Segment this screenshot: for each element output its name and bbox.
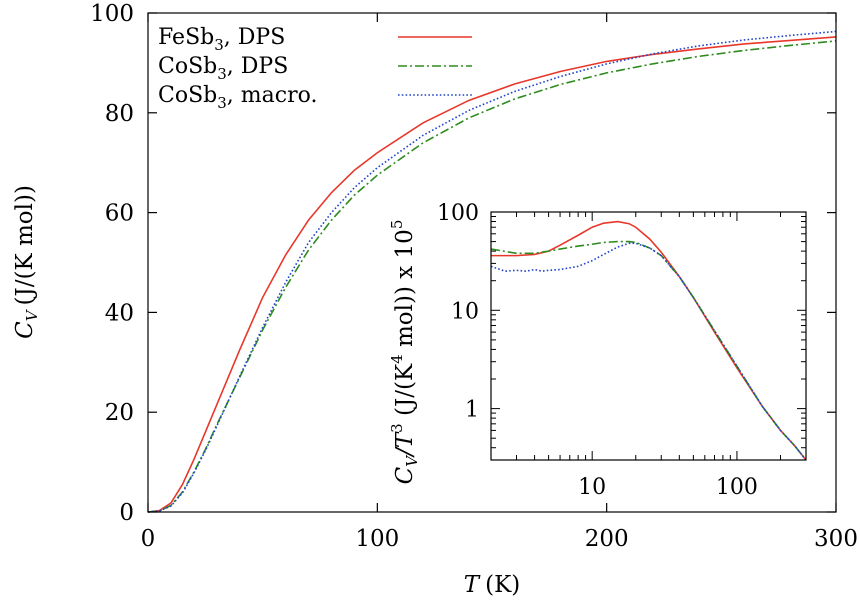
main-y-tick-label: 80 — [105, 101, 134, 127]
main-y-tick-label: 0 — [119, 500, 134, 526]
main-y-tick-label: 20 — [105, 400, 134, 426]
inset-x-tick-label: 10 — [578, 475, 606, 500]
inset-y-axis-label: CV/T3 (J/(K4 mol)) x 105 — [388, 220, 421, 485]
inset-y-tick-label: 1 — [465, 398, 479, 423]
inset-y-tick-label: 100 — [437, 201, 479, 226]
inset-series-group — [491, 220, 806, 460]
inset-y-tick-label: 10 — [451, 299, 479, 324]
main-series-line-2 — [147, 40, 837, 513]
inset-background — [491, 212, 806, 460]
legend-label-3: CoSb3, macro. — [158, 83, 317, 112]
main-x-tick-label: 300 — [814, 526, 858, 552]
main-y-tick-label: 40 — [105, 300, 134, 326]
main-y-axis-label: CV(J/(K mol)) — [12, 185, 41, 339]
main-series-line-1 — [147, 36, 837, 513]
main-x-tick-label: 100 — [355, 526, 399, 552]
main-plot-frame — [147, 12, 837, 513]
legend-label-1: FeSb3, DPS — [158, 25, 285, 54]
inset-plot: 10 100 1 10 100 CV/T3 (J/(K4 mol)) x 105 — [388, 201, 807, 500]
legend-label-2: CoSb3, DPS — [158, 54, 288, 83]
main-y-tick-label: 100 — [90, 1, 134, 27]
main-x-tick-label: 0 — [141, 526, 156, 552]
main-y-tick-label: 60 — [105, 201, 134, 227]
inset-plot-frame — [490, 211, 807, 461]
main-x-tick-label: 200 — [585, 526, 629, 552]
main-plot: 0 100 200 300 0 20 40 60 80 100 T (K) CV(J/(K mol)) F… — [12, 1, 858, 598]
inset-x-tick-label: 100 — [716, 475, 758, 500]
main-x-axis-label: T (K) — [464, 572, 520, 598]
inset-series-line-3 — [491, 242, 806, 460]
main-series-line-3 — [147, 30, 837, 513]
